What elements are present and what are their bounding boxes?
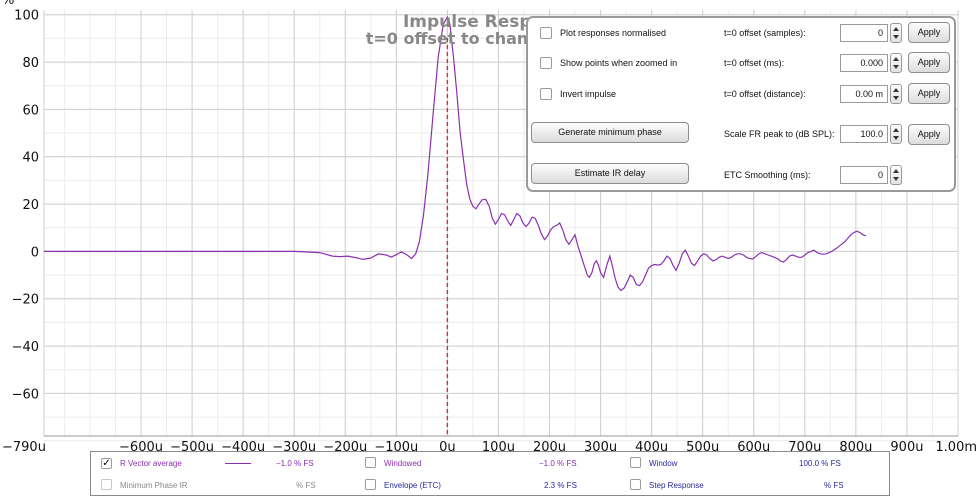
offset-samples-apply-button[interactable]: Apply [908, 22, 950, 43]
offset-distance-input[interactable] [840, 85, 888, 103]
y-tick-label: −40 [12, 340, 39, 355]
step-response-label: Step Response [649, 481, 704, 490]
plot-normalised-checkbox[interactable] [540, 27, 552, 39]
stepper-down-icon[interactable] [893, 136, 899, 140]
minimum-phase-ir-value: % FS [296, 481, 316, 490]
trace-legend: ✓ R Vector average −1.0 % FS Windowed −1… [90, 451, 890, 496]
etc-smoothing-stepper[interactable] [890, 165, 902, 185]
stepper-down-icon[interactable] [893, 96, 899, 100]
y-tick-label: 20 [22, 198, 39, 213]
x-tick-label: 1.00m [935, 440, 977, 455]
offset-distance-stepper[interactable] [890, 84, 902, 104]
minimum-phase-ir-checkbox[interactable] [101, 479, 112, 490]
stepper-up-icon[interactable] [893, 27, 899, 31]
invert-impulse-label: Invert impulse [560, 89, 617, 99]
minimum-phase-ir-label: Minimum Phase IR [120, 481, 188, 490]
y-axis-ticks: 100 80 60 40 20 0 −20 −40 −60 [12, 9, 39, 403]
stepper-up-icon[interactable] [893, 57, 899, 61]
show-points-checkbox[interactable] [540, 57, 552, 69]
y-tick-label: 80 [22, 56, 39, 71]
windowed-value: −1.0 % FS [539, 459, 577, 468]
window-label: Window [649, 459, 678, 468]
offset-distance-label: t=0 offset (distance): [724, 89, 806, 99]
y-tick-label: 60 [22, 103, 39, 118]
generate-minimum-phase-button[interactable]: Generate minimum phase [531, 122, 689, 143]
r-vector-average-swatch [225, 463, 251, 464]
scale-fr-peak-label: Scale FR peak to (dB SPL): [724, 129, 835, 139]
etc-smoothing-label: ETC Smoothing (ms): [724, 170, 811, 180]
window-checkbox[interactable] [630, 457, 641, 468]
check-icon: ✓ [102, 458, 111, 469]
offset-samples-stepper[interactable] [890, 23, 902, 43]
etc-smoothing-input[interactable] [840, 166, 888, 184]
offset-ms-input[interactable] [840, 54, 888, 72]
stepper-down-icon[interactable] [893, 65, 899, 69]
scale-fr-peak-apply-button[interactable]: Apply [908, 124, 950, 145]
step-response-value: % FS [824, 481, 844, 490]
stepper-down-icon[interactable] [893, 35, 899, 39]
stepper-up-icon[interactable] [893, 88, 899, 92]
y-tick-label: 0 [31, 245, 39, 260]
estimate-ir-delay-button[interactable]: Estimate IR delay [531, 163, 689, 184]
r-vector-average-checkbox[interactable]: ✓ [101, 458, 112, 469]
windowed-checkbox[interactable] [365, 457, 376, 468]
scale-fr-peak-input[interactable] [840, 125, 888, 143]
step-response-checkbox[interactable] [630, 479, 641, 490]
offset-samples-label: t=0 offset (samples): [724, 28, 806, 38]
series-r-vector-average [44, 15, 867, 292]
envelope-etc-label: Envelope (ETC) [384, 481, 441, 490]
x-tick-label: −790u [2, 440, 46, 455]
window-value: 100.0 % FS [799, 459, 841, 468]
y-axis-unit: % [2, 0, 14, 8]
offset-ms-apply-button[interactable]: Apply [908, 52, 950, 73]
stepper-up-icon[interactable] [893, 128, 899, 132]
plot-normalised-label: Plot responses normalised [560, 28, 667, 38]
envelope-etc-value: 2.3 % FS [544, 481, 577, 490]
offset-ms-stepper[interactable] [890, 53, 902, 73]
y-tick-label: −20 [12, 293, 39, 308]
y-tick-label: −60 [12, 387, 39, 402]
scale-fr-peak-stepper[interactable] [890, 124, 902, 144]
show-points-label: Show points when zoomed in [560, 58, 678, 68]
invert-impulse-checkbox[interactable] [540, 88, 552, 100]
x-tick-label: 900u [890, 440, 923, 455]
r-vector-average-value: −1.0 % FS [276, 459, 314, 468]
windowed-label: Windowed [384, 459, 422, 468]
y-tick-label: 100 [14, 9, 39, 24]
offset-ms-label: t=0 offset (ms): [724, 58, 785, 68]
stepper-up-icon[interactable] [893, 169, 899, 173]
impulse-controls-panel: Plot responses normalised t=0 offset (sa… [526, 16, 956, 192]
envelope-etc-checkbox[interactable] [365, 479, 376, 490]
offset-samples-input[interactable] [840, 24, 888, 42]
offset-distance-apply-button[interactable]: Apply [908, 83, 950, 104]
r-vector-average-label: R Vector average [120, 459, 182, 468]
y-tick-label: 40 [22, 151, 39, 166]
stepper-down-icon[interactable] [893, 177, 899, 181]
